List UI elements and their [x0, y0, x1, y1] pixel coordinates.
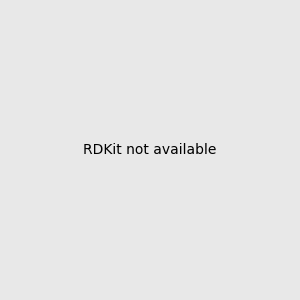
- Text: RDKit not available: RDKit not available: [83, 143, 217, 157]
